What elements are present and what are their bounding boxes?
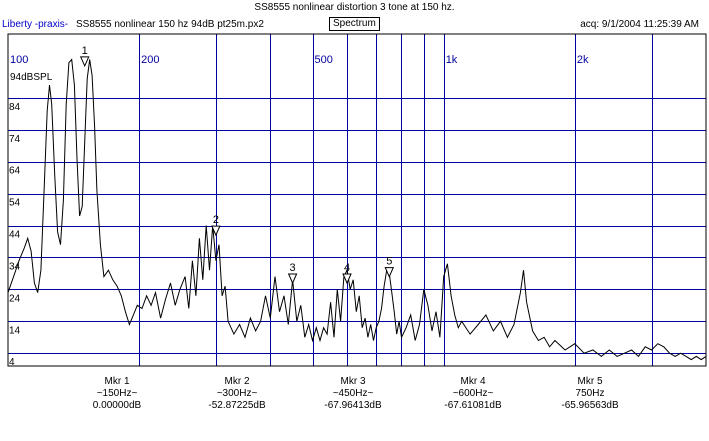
y-tick-label: 24: [9, 293, 21, 304]
marker-readout-freq: 750Hz: [575, 388, 605, 399]
x-tick-label: 2k: [577, 54, 589, 66]
x-tick-label: 1k: [446, 54, 458, 66]
marker-triangle-3: [287, 273, 298, 285]
marker-triangle-4: [342, 273, 352, 285]
y-unit-label: 94dBSPL: [10, 72, 53, 83]
markers-group: 1 2 3 4 5: [79, 45, 395, 285]
marker-readout-level: 0.00000dB: [92, 400, 142, 411]
x-tick-label: 100: [10, 54, 28, 66]
marker-triangle-2: [211, 225, 221, 237]
marker-readout-2: Mkr 2 ~300Hz~ -52.87225dB: [182, 376, 292, 412]
acquisition-time: acq: 9/1/2004 11:25:39 AM: [580, 19, 699, 30]
marker-readout-level: -65.96563dB: [561, 400, 619, 411]
y-tick-label: 84: [9, 102, 21, 113]
marker-triangle-1: [79, 56, 90, 68]
marker-readout-freq: ~150Hz~: [96, 388, 138, 399]
marker-readout-freq: ~300Hz~: [216, 388, 258, 399]
y-tick-label: 34: [9, 261, 21, 272]
series-group: [7, 58, 707, 361]
marker-readout-freq: ~600Hz~: [452, 388, 494, 399]
file-name: SS8555 nonlinear 150 hz 94dB pt25m.px2: [76, 19, 264, 30]
chart-title: SS8555 nonlinear distortion 3 tone at 15…: [254, 2, 455, 13]
y-tick-labels: 84 74 64 54 44 34 24 14 4: [9, 102, 21, 368]
marker-readout-level: -67.61081dB: [444, 400, 502, 411]
app-name: Liberty -praxis-: [2, 19, 69, 30]
marker-label-2: 2: [213, 214, 219, 226]
marker-label-3: 3: [290, 262, 296, 274]
x-tick-labels: 100 200 500 1k 2k: [10, 54, 589, 66]
marker-readout-name: Mkr 4: [460, 376, 486, 387]
plot-grid: [8, 34, 706, 366]
y-tick-label: 54: [9, 198, 21, 209]
marker-readout-5: Mkr 5 750Hz -65.96563dB: [535, 376, 645, 412]
marker-readout-3: Mkr 3 ~450Hz~ -67.96413dB: [298, 376, 408, 412]
marker-readout-name: Mkr 5: [577, 376, 603, 387]
marker-readout-name: Mkr 2: [224, 376, 250, 387]
x-tick-label: 200: [141, 54, 159, 66]
marker-readout-level: -52.87225dB: [208, 400, 266, 411]
marker-readout-freq: ~450Hz~: [332, 388, 374, 399]
marker-label-5: 5: [386, 256, 392, 268]
y-tick-label: 14: [9, 325, 21, 336]
marker-label-4: 4: [344, 262, 350, 274]
marker-readout-name: Mkr 3: [340, 376, 366, 387]
marker-readout-4: Mkr 4 ~600Hz~ -67.61081dB: [418, 376, 528, 412]
marker-readout-name: Mkr 1: [104, 376, 130, 387]
y-tick-label: 74: [9, 134, 21, 145]
marker-triangle-5: [384, 267, 395, 278]
x-tick-label: 500: [315, 54, 333, 66]
y-tick-label: 44: [9, 230, 21, 241]
y-tick-label: 4: [9, 357, 15, 368]
marker-readout-level: -67.96413dB: [324, 400, 382, 411]
y-tick-label: 64: [9, 166, 21, 177]
marker-readout-1: Mkr 1 ~150Hz~ 0.00000dB: [62, 376, 172, 412]
plot-frame: [7, 33, 707, 367]
marker-label-1: 1: [82, 45, 88, 57]
spectrum-mode-button[interactable]: Spectrum: [329, 17, 380, 31]
spectrum-line: [7, 58, 707, 361]
